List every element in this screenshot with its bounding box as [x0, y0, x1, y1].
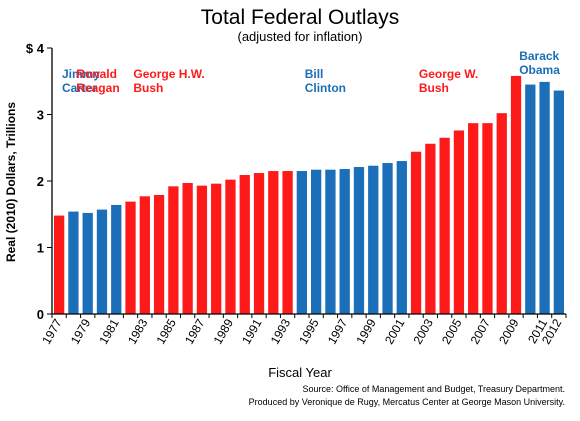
x-tick-label: 1993 — [268, 316, 294, 346]
bar-1998 — [353, 167, 365, 314]
x-tick-label: 1989 — [211, 316, 237, 346]
bar-2008 — [496, 113, 507, 314]
bars-layer — [54, 75, 564, 315]
era-label-4: George W. Bush — [419, 67, 478, 95]
x-tick-label: 1999 — [353, 316, 379, 346]
bar-1989 — [225, 179, 236, 314]
bar-1981 — [111, 204, 122, 314]
era-label-3: Bill Clinton — [305, 67, 346, 95]
bar-1982 — [125, 201, 136, 314]
bar-1977 — [54, 215, 65, 314]
bar-2001 — [396, 161, 407, 314]
bar-2002 — [410, 151, 422, 314]
source-line-1: Source: Office of Management and Budget,… — [303, 384, 565, 394]
bar-1986 — [182, 183, 193, 314]
bar-1983 — [139, 196, 150, 314]
y-tick-label: 0 — [37, 307, 44, 322]
bar-1996 — [325, 169, 336, 314]
era-label-2: George H.W. Bush — [133, 67, 204, 95]
y-tick-label: 3 — [37, 108, 44, 123]
bar-2005 — [453, 130, 465, 314]
x-tick-label: 2001 — [382, 316, 408, 346]
bar-1994 — [296, 171, 307, 314]
bar-2010 — [525, 84, 536, 314]
y-tick-label: 1 — [37, 241, 44, 256]
bar-1984 — [153, 194, 165, 314]
bar-2000 — [382, 163, 393, 314]
bar-2003 — [425, 143, 436, 314]
bar-1993 — [282, 171, 293, 314]
x-tick-label: 1979 — [68, 316, 94, 346]
bar-1985 — [168, 186, 179, 314]
bar-2004 — [439, 137, 450, 314]
x-tick-label: 2005 — [439, 316, 465, 346]
bar-2006 — [468, 123, 479, 314]
bar-1992 — [268, 171, 279, 314]
era-label-5: Barack Obama — [519, 49, 560, 77]
bar-1979 — [82, 212, 93, 314]
bar-1987 — [196, 185, 208, 314]
y-tick-label: $ 4 — [26, 41, 45, 56]
bar-1991 — [253, 173, 265, 314]
x-tick-label: 1987 — [182, 316, 208, 346]
bar-1978 — [68, 211, 79, 314]
bar-1997 — [339, 169, 350, 314]
bar-1988 — [211, 183, 222, 314]
bar-2009 — [510, 75, 522, 315]
y-axis-label: Real (2010) Dollars, Trillions — [4, 102, 18, 262]
x-tick-label: 1991 — [239, 316, 265, 346]
bar-2012 — [553, 90, 564, 314]
bar-1990 — [239, 175, 250, 314]
bar-2007 — [482, 123, 493, 314]
bar-1995 — [311, 169, 322, 314]
x-tick-label: 1981 — [96, 316, 122, 346]
x-tick-label: 1985 — [153, 316, 179, 346]
era-label-1: Ronald Reagan — [76, 67, 119, 95]
bar-2011 — [539, 81, 550, 314]
y-tick-label: 2 — [37, 174, 44, 189]
chart-title: Total Federal Outlays — [201, 6, 399, 29]
source-line-2: Produced by Veronique de Rugy, Mercatus … — [249, 397, 565, 407]
chart-subtitle: (adjusted for inflation) — [237, 29, 362, 44]
x-tick-label: 2009 — [496, 316, 522, 346]
x-tick-label: 1983 — [125, 316, 151, 346]
x-tick-label: 1995 — [296, 316, 322, 346]
bar-1980 — [96, 209, 108, 314]
bar-1999 — [368, 165, 379, 314]
x-tick-label: 2007 — [468, 316, 494, 346]
era-label-0: Jimmy Carter — [62, 67, 100, 95]
x-tick-label: 2003 — [410, 316, 436, 346]
x-tick-label: 1997 — [325, 316, 351, 346]
x-axis-label: Fiscal Year — [268, 365, 332, 380]
